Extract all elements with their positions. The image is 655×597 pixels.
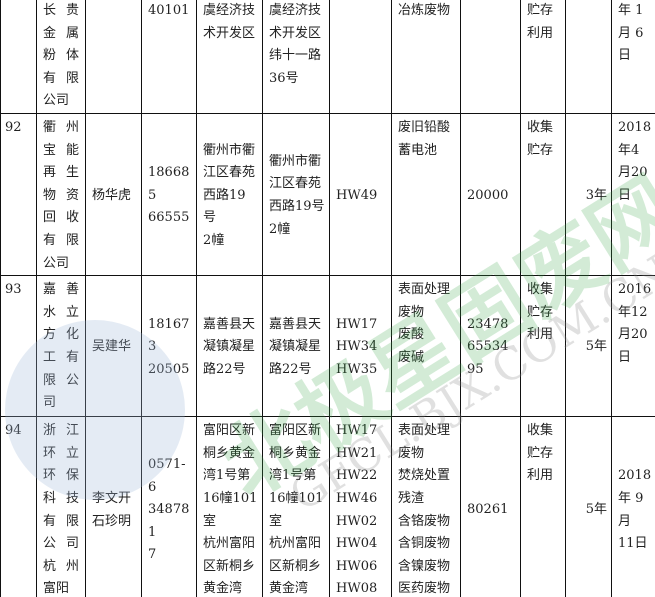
row-number: 94 <box>0 416 37 597</box>
phone: 0571-6 348781 7 <box>141 416 197 597</box>
operation-method: 收集 贮存 利用 <box>520 416 566 597</box>
legal-person: 杨华虎 <box>85 112 142 277</box>
operation-method: 收集 贮存 <box>520 112 566 277</box>
waste-codes: HW17 HW21 HW22 HW46 HW02 HW04 HW06 HW08 <box>329 416 392 597</box>
company-name: 衢州宝能再生物资回收有限公司 <box>36 112 86 277</box>
operation-method: 收集 贮存 利用 <box>520 275 566 418</box>
waste-types: 废旧铅酸 蓄电池 <box>391 112 461 277</box>
phone: 181673 20505 <box>141 275 197 418</box>
registered-address: 富阳区新 桐乡黄金 湾1号第 16幢101 室 杭州富阳 区新桐乡 黄金湾 <box>196 416 263 597</box>
legal-person: 李文开 石珍明 <box>85 416 142 597</box>
validity-years <box>565 0 612 114</box>
waste-types: 冶炼废物 <box>391 0 461 114</box>
facility-address: 虞经济技 术开发区 纬十一路 36号 <box>262 0 330 114</box>
facility-address: 衢州市衢 江区春苑 西路19号 2幢 <box>262 112 330 277</box>
table-row: 93 嘉善水立方化工有限公司 吴建华 181673 20505 嘉善县天 凝镇凝… <box>0 275 655 418</box>
waste-codes: HW49 <box>329 112 392 277</box>
row-number: 92 <box>0 112 37 277</box>
registered-address: 嘉善县天 凝镇凝星 路22号 <box>196 275 263 418</box>
validity-years: 5年 <box>565 416 612 597</box>
company-name: 嘉善水立方化工有限公司 <box>36 275 86 418</box>
row-number <box>0 0 37 114</box>
row-number: 93 <box>0 275 37 418</box>
facility-address: 富阳区新 桐乡黄金 湾1号第 16幢101 室 杭州富阳 区新桐乡 黄金湾 <box>262 416 330 597</box>
table-row: 94 浙江环立环保科技有限公司杭州富阳 李文开 石珍明 0571-6 34878… <box>0 416 655 597</box>
legal-person <box>85 0 142 114</box>
issue-date: 2018 年4 月20 日 <box>611 112 655 277</box>
validity-years: 5年 <box>565 275 612 418</box>
operation-method: 贮存 利用 <box>520 0 566 114</box>
facility-address: 嘉善县天 凝镇凝星 路22号 <box>262 275 330 418</box>
capacity <box>460 0 521 114</box>
company-name: 长贵金属粉体有限公司 <box>36 0 86 114</box>
phone: 186685 66555 <box>141 112 197 277</box>
waste-codes: HW17 HW34 HW35 <box>329 275 392 418</box>
table-row: 92 衢州宝能再生物资回收有限公司 杨华虎 186685 66555 衢州市衢 … <box>0 112 655 277</box>
registered-address: 虞经济技 术开发区 <box>196 0 263 114</box>
waste-codes <box>329 0 392 114</box>
issue-date: 2016 年12 月20 日 <box>611 275 655 418</box>
phone: 40101 <box>141 0 197 114</box>
issue-date: 2018 年 9 月 11日 <box>611 416 655 597</box>
capacity: 20000 <box>460 112 521 277</box>
issue-date: 年 1 月 6 日 <box>611 0 655 114</box>
company-name: 浙江环立环保科技有限公司杭州富阳 <box>36 416 86 597</box>
validity-years: 3年 <box>565 112 612 277</box>
capacity: 80261 <box>460 416 521 597</box>
capacity: 23478 65534 95 <box>460 275 521 418</box>
legal-person: 吴建华 <box>85 275 142 418</box>
waste-types: 表面处理 废物 焚烧处置 残渣 含铬废物 含铜废物 含镍废物 医药废物 <box>391 416 461 597</box>
table-row: 长贵金属粉体有限公司 40101 虞经济技 术开发区 虞经济技 术开发区 纬十一… <box>0 0 655 114</box>
waste-types: 表面处理 废物 废酸 废碱 <box>391 275 461 418</box>
registered-address: 衢州市衢 江区春苑 西路19号 2幢 <box>196 112 263 277</box>
